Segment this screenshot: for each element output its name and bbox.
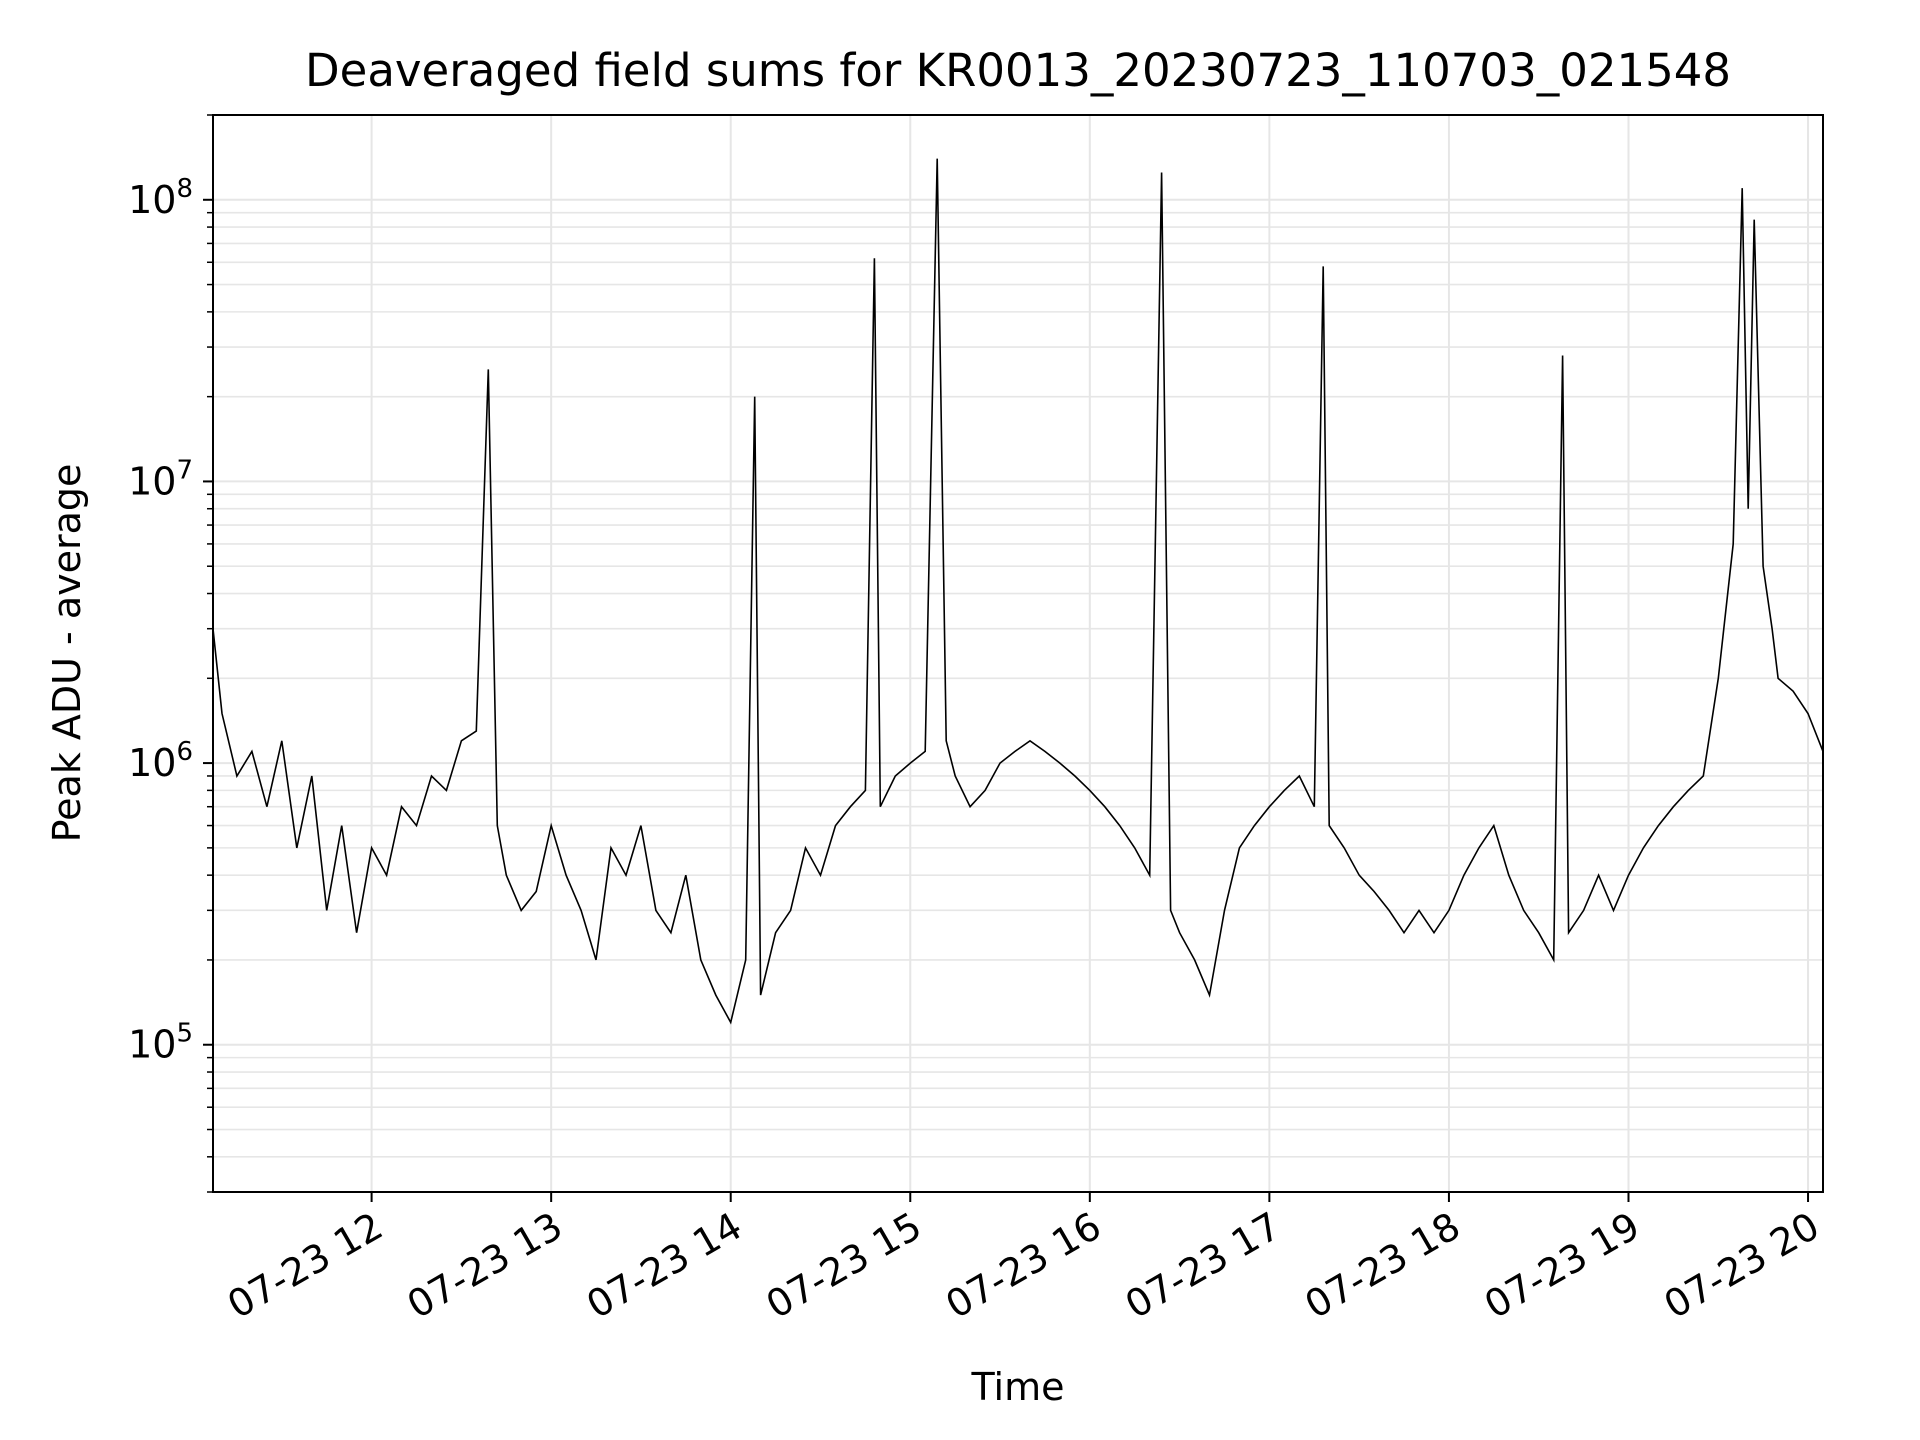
y-tick-label: 107 <box>128 455 193 503</box>
y-tick-label: 105 <box>128 1019 193 1067</box>
y-tick-label: 108 <box>128 174 193 222</box>
chart-title: Deaveraged field sums for KR0013_2023072… <box>305 44 1731 97</box>
series-line-0 <box>212 158 1824 1025</box>
x-axis-label: Time <box>971 1365 1065 1409</box>
plot-frame <box>212 114 1824 1193</box>
y-axis-label: Peak ADU - average <box>45 464 89 843</box>
series-group <box>212 158 1824 1025</box>
y-axis: 105 106 107 108 <box>128 114 213 1193</box>
y-tick-label: 106 <box>128 737 193 785</box>
